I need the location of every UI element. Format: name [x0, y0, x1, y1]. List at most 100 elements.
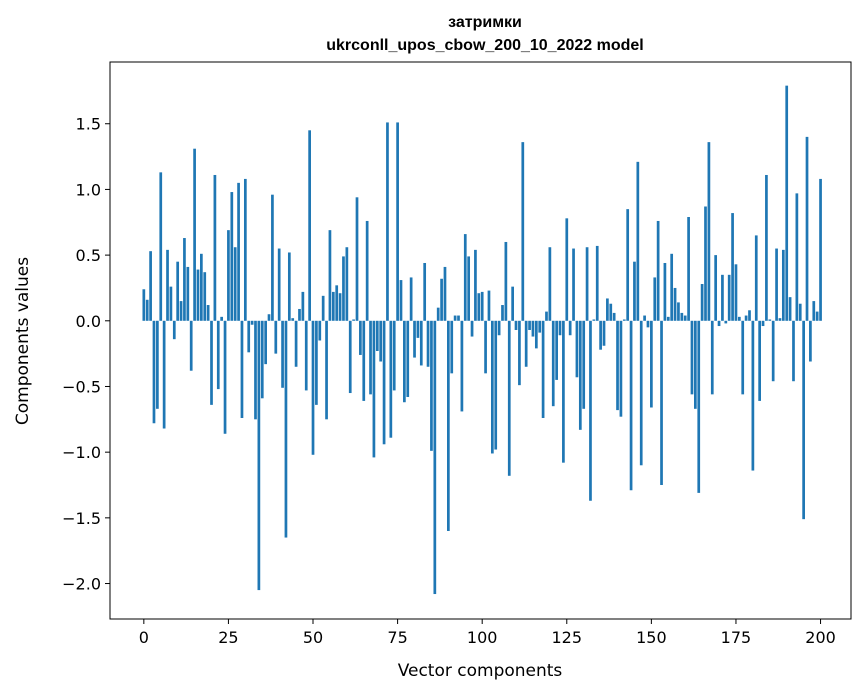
- bar: [264, 320, 267, 365]
- bar: [660, 320, 663, 485]
- bar: [287, 252, 291, 321]
- x-tick-label: 125: [552, 628, 583, 647]
- bar: [365, 220, 369, 321]
- bars: [142, 85, 822, 595]
- bar: [345, 247, 349, 321]
- bar: [775, 248, 778, 321]
- bar: [694, 320, 697, 409]
- bar: [186, 266, 190, 321]
- bar: [267, 314, 271, 321]
- bar: [369, 320, 372, 395]
- bar: [375, 320, 379, 351]
- bar: [335, 285, 339, 321]
- y-tick-label: −1.0: [62, 443, 101, 462]
- x-tick-label: 200: [805, 628, 836, 647]
- bar: [792, 320, 795, 382]
- bar: [142, 289, 146, 321]
- bar: [724, 320, 728, 324]
- bar: [325, 320, 328, 420]
- bar: [447, 320, 450, 531]
- x-tick-label: 25: [218, 628, 238, 647]
- chart-subtitle: ukrconll_upos_cbow_200_10_2022 model: [326, 37, 643, 54]
- bar: [771, 320, 775, 382]
- bar: [518, 320, 521, 386]
- x-tick-label: 75: [387, 628, 407, 647]
- bar: [490, 320, 494, 454]
- bar: [389, 320, 393, 438]
- bar: [216, 320, 220, 390]
- bar: [352, 319, 355, 321]
- bar: [636, 161, 640, 321]
- bar: [507, 320, 511, 476]
- bar: [406, 320, 410, 397]
- bar: [152, 320, 156, 424]
- bar: [761, 320, 765, 327]
- bar: [308, 130, 311, 321]
- bar: [721, 274, 724, 321]
- bar: [680, 312, 684, 321]
- bar: [176, 261, 180, 321]
- bar: [578, 320, 582, 430]
- bar: [196, 269, 200, 321]
- bar: [731, 213, 734, 321]
- bar: [203, 272, 207, 321]
- bar: [809, 320, 812, 362]
- bar: [298, 308, 301, 321]
- bar: [450, 320, 454, 374]
- bar: [504, 241, 508, 321]
- bar: [609, 303, 613, 321]
- bar: [328, 230, 332, 321]
- bar: [159, 172, 163, 321]
- bar: [707, 142, 711, 321]
- bar: [457, 315, 460, 321]
- x-tick-label: 150: [636, 628, 667, 647]
- bar: [528, 320, 531, 330]
- bar: [690, 320, 694, 395]
- bar: [291, 318, 295, 321]
- bar: [741, 320, 745, 395]
- bar: [227, 230, 230, 321]
- bar: [592, 319, 596, 321]
- y-tick-label: 0.0: [76, 312, 101, 331]
- bar: [704, 206, 707, 321]
- bar: [443, 266, 447, 321]
- bar: [463, 234, 467, 321]
- bar: [436, 307, 440, 321]
- bar: [382, 320, 386, 445]
- bar: [612, 312, 616, 321]
- bar: [521, 142, 525, 321]
- bar: [781, 249, 785, 321]
- bar: [616, 320, 619, 411]
- bar: [413, 320, 416, 358]
- bar: [758, 320, 761, 401]
- y-axis-label: Components values: [13, 257, 33, 425]
- bar: [430, 320, 433, 451]
- bar: [606, 298, 609, 321]
- bar: [555, 320, 558, 380]
- bar: [514, 320, 518, 330]
- bar: [230, 192, 234, 321]
- y-tick-label: 0.5: [76, 246, 101, 265]
- bar: [419, 320, 423, 366]
- bar: [169, 286, 173, 321]
- bar: [802, 320, 805, 520]
- bar: [748, 310, 751, 321]
- bar: [768, 319, 772, 321]
- bar: [538, 320, 542, 333]
- x-tick-label: 175: [721, 628, 752, 647]
- y-tick-label: −1.5: [62, 509, 101, 528]
- bar: [494, 320, 498, 450]
- bar: [250, 320, 254, 325]
- bar: [643, 315, 646, 321]
- bar: [156, 320, 159, 409]
- bar: [301, 291, 305, 321]
- bar: [582, 320, 586, 409]
- bar: [744, 315, 748, 321]
- bar: [575, 320, 579, 378]
- bar: [798, 303, 802, 321]
- bar: [240, 320, 244, 418]
- bar: [815, 311, 819, 321]
- bar: [206, 305, 210, 321]
- bar: [304, 320, 308, 391]
